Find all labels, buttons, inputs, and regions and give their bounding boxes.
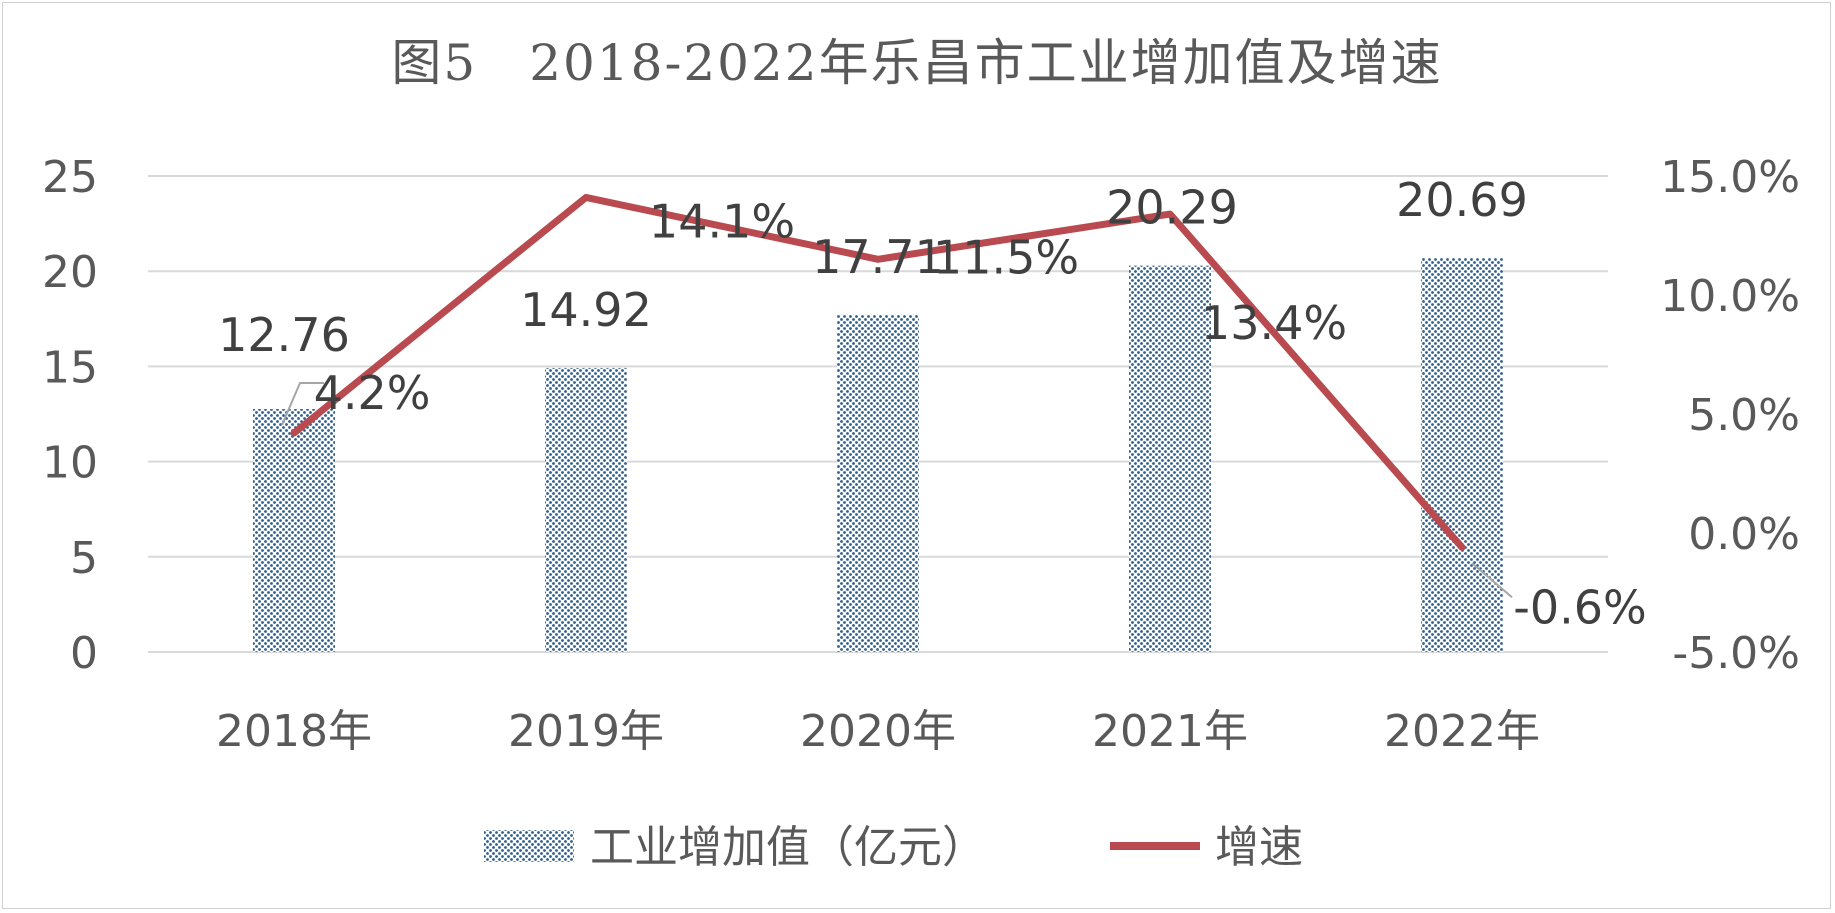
y-left-tick-label: 15	[42, 342, 98, 393]
growth-value-label: 11.5%	[933, 230, 1079, 284]
line-point	[291, 430, 297, 437]
growth-value-label: 14.1%	[649, 194, 795, 248]
y-right-tick-label: 10.0%	[1660, 271, 1800, 322]
growth-value-label: 13.4%	[1201, 296, 1347, 350]
bar	[1129, 265, 1211, 652]
bar	[1421, 258, 1503, 652]
y-right-tick-label: 0.0%	[1688, 509, 1800, 560]
y-right-tick-label: -5.0%	[1672, 628, 1800, 679]
legend-line-label: 增速	[1215, 822, 1303, 873]
gridlines	[148, 175, 1608, 653]
bar-value-label: 20.69	[1396, 173, 1528, 227]
y-left-tick-label: 20	[42, 247, 98, 298]
x-tick-label: 2020年	[800, 706, 956, 757]
x-tick-label: 2019年	[508, 706, 664, 757]
bar-value-label: 20.29	[1106, 181, 1238, 235]
line-point	[1167, 211, 1173, 218]
growth-value-label: -0.6%	[1513, 580, 1646, 634]
x-tick-label: 2021年	[1092, 706, 1248, 757]
legend-bar-swatch	[484, 830, 574, 862]
bar-series	[253, 258, 1503, 652]
bar-value-label: 17.71	[812, 230, 944, 284]
legend-bar-label: 工业增加值（亿元）	[590, 822, 986, 873]
x-tick-label: 2022年	[1384, 706, 1540, 757]
axis-labels: 0 5 10 15 20 25 -5.0% 0.0% 5.0% 10.0% 15.0% 2018年 20…	[42, 152, 1800, 757]
bar-value-label: 12.76	[218, 308, 350, 362]
leader-line	[1471, 562, 1513, 599]
line-point	[1459, 544, 1465, 551]
x-tick-label: 2018年	[216, 706, 372, 757]
y-left-tick-label: 10	[42, 438, 98, 489]
line-series	[290, 193, 1466, 551]
bar-value-label: 14.92	[520, 283, 652, 337]
legend: 工业增加值（亿元） 增速	[484, 822, 1303, 873]
y-right-tick-label: 5.0%	[1688, 390, 1800, 441]
growth-value-label: 4.2%	[314, 366, 431, 420]
leader-line	[281, 382, 324, 426]
bar	[837, 314, 919, 652]
line-point	[583, 194, 589, 201]
data-labels: 12.76 14.92 17.71 20.29 20.69 4.2% 14.1% 11.5% 1…	[218, 173, 1647, 634]
chart-title: 图5 2018-2022年乐昌市工业增加值及增速	[391, 34, 1442, 92]
y-left-tick-label: 5	[70, 533, 98, 584]
bar	[253, 409, 335, 652]
line-point	[875, 256, 881, 263]
y-left-tick-label: 25	[42, 152, 98, 203]
y-left-tick-label: 0	[70, 628, 98, 679]
y-right-tick-label: 15.0%	[1660, 152, 1800, 203]
bar	[545, 367, 627, 652]
